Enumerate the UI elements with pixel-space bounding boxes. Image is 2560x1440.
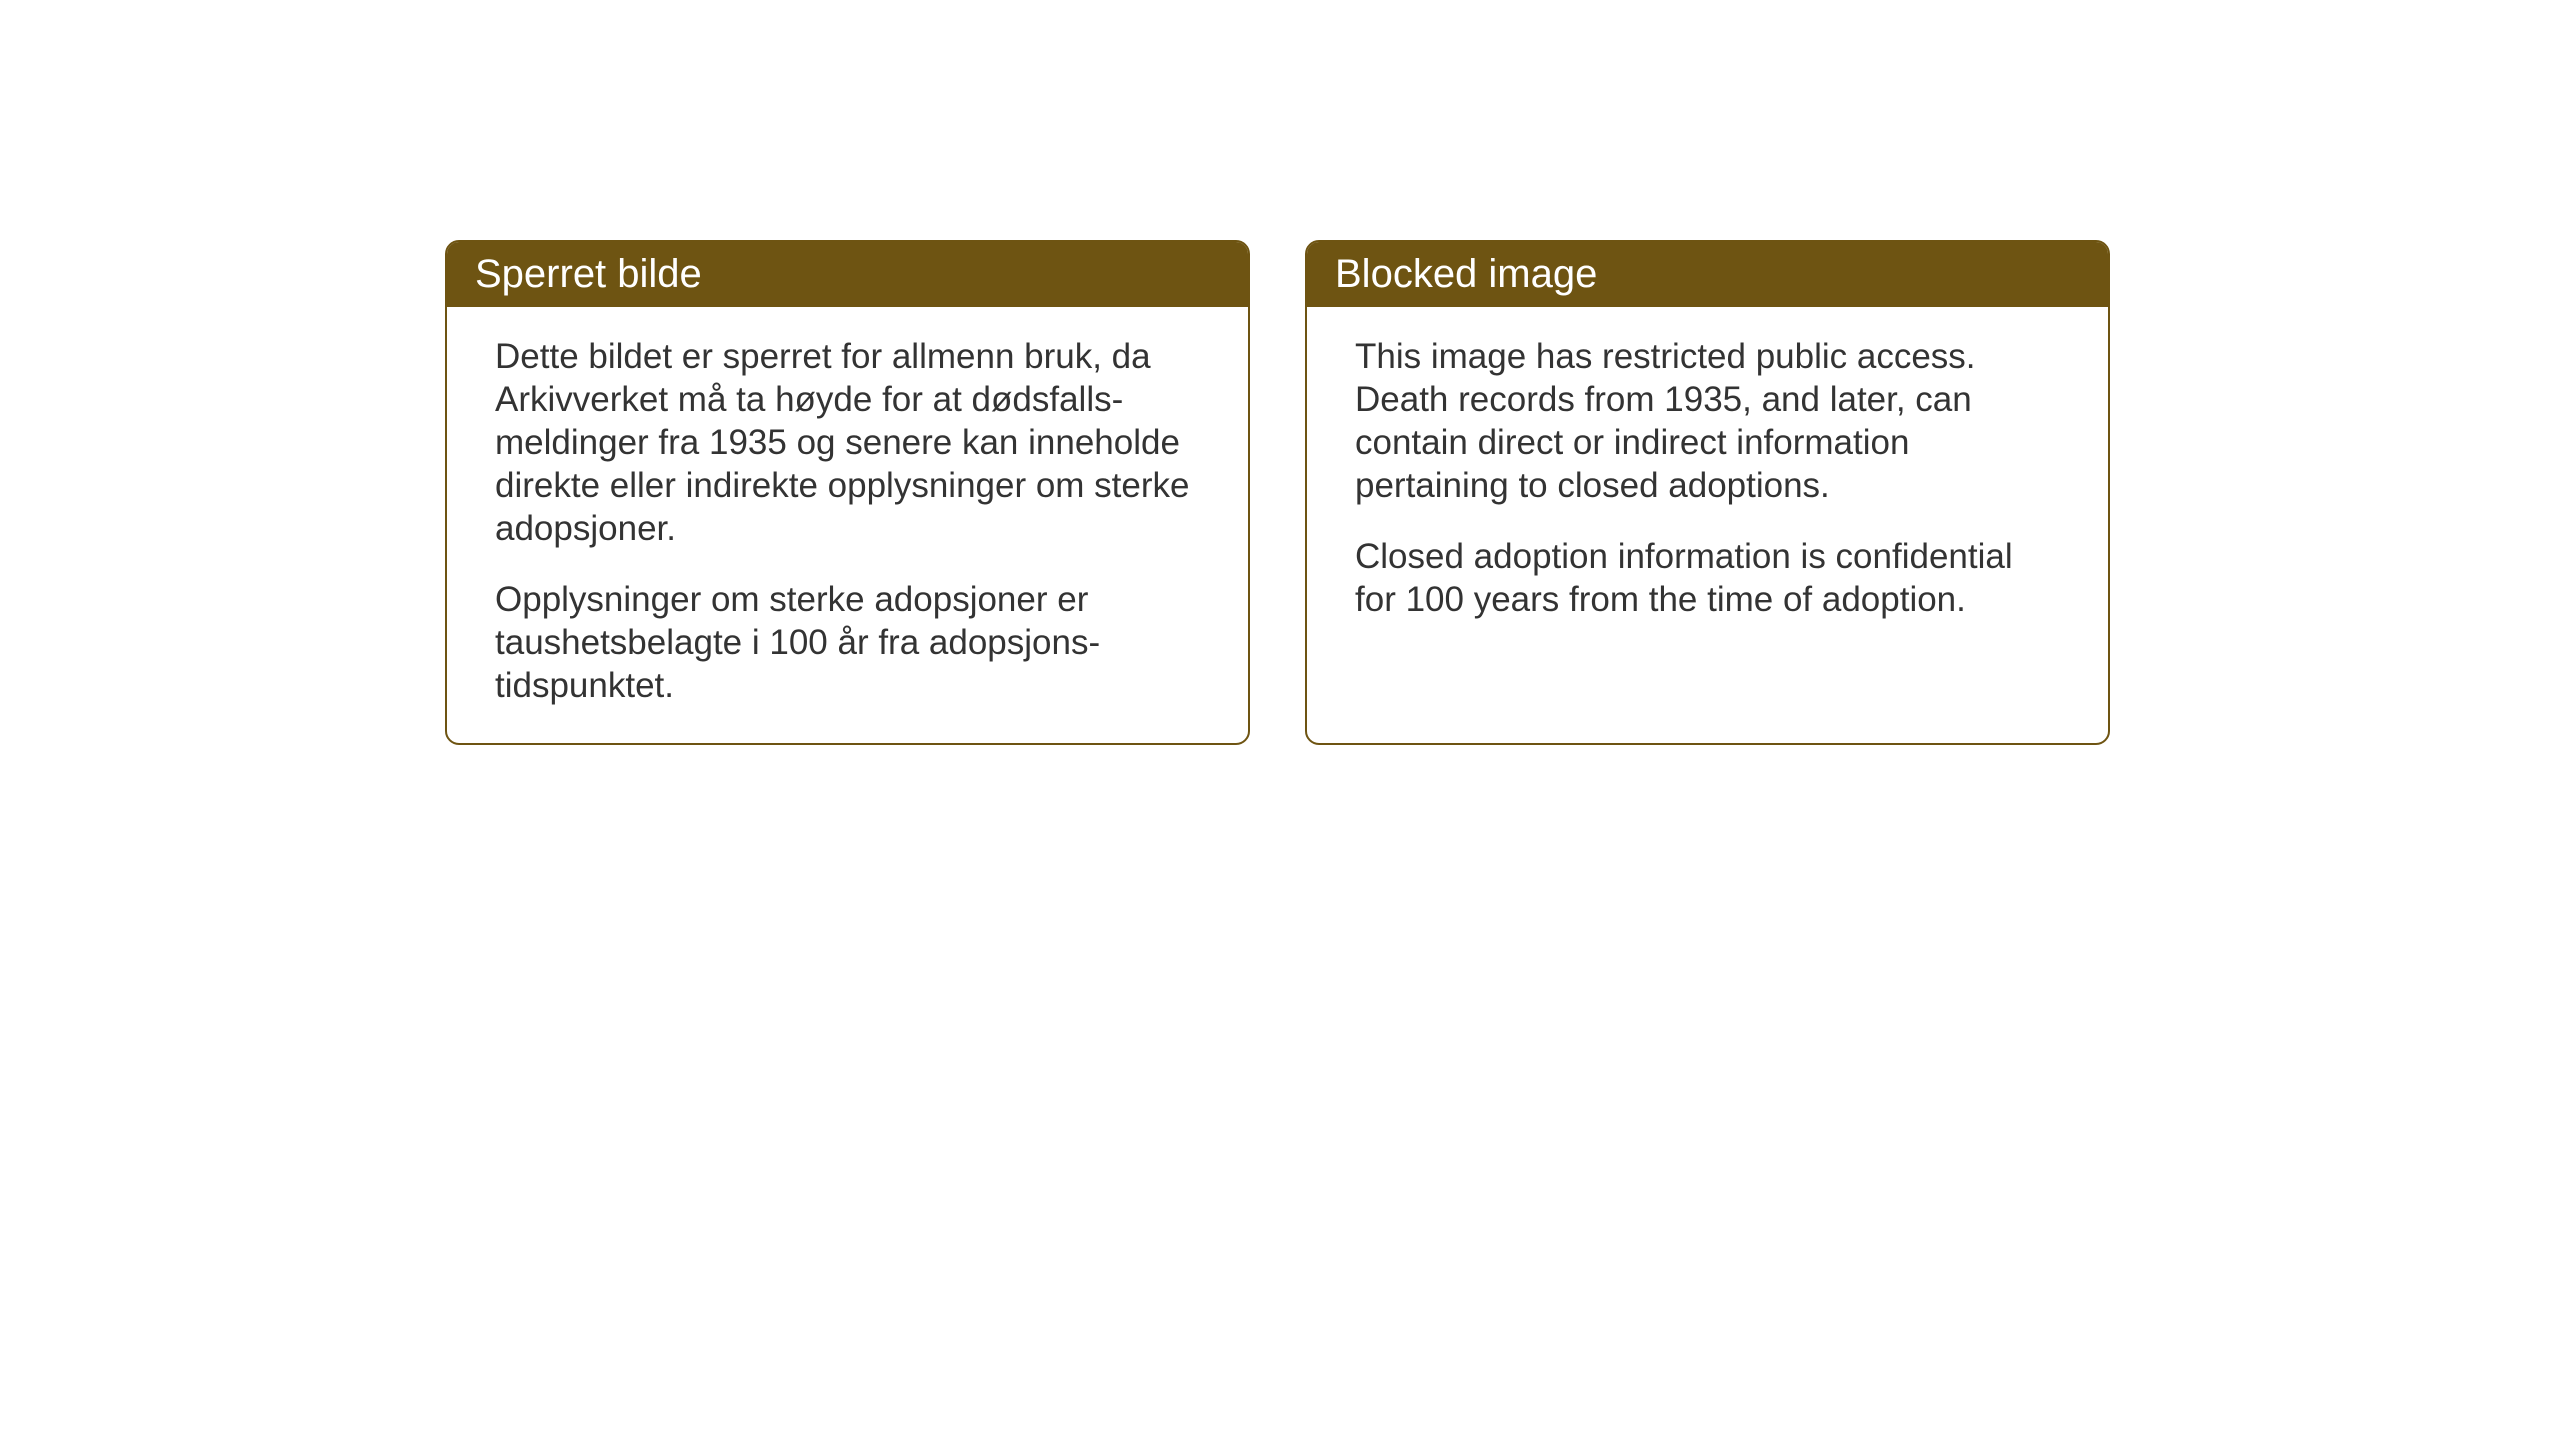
- english-notice-card: Blocked image This image has restricted …: [1305, 240, 2110, 745]
- english-card-body: This image has restricted public access.…: [1307, 307, 2108, 657]
- english-paragraph-1: This image has restricted public access.…: [1355, 335, 2060, 507]
- notice-cards-container: Sperret bilde Dette bildet er sperret fo…: [445, 240, 2110, 745]
- norwegian-card-title: Sperret bilde: [447, 242, 1248, 307]
- english-card-title: Blocked image: [1307, 242, 2108, 307]
- norwegian-paragraph-1: Dette bildet er sperret for allmenn bruk…: [495, 335, 1200, 550]
- norwegian-notice-card: Sperret bilde Dette bildet er sperret fo…: [445, 240, 1250, 745]
- english-paragraph-2: Closed adoption information is confident…: [1355, 535, 2060, 621]
- norwegian-card-body: Dette bildet er sperret for allmenn bruk…: [447, 307, 1248, 743]
- norwegian-paragraph-2: Opplysninger om sterke adopsjoner er tau…: [495, 578, 1200, 707]
